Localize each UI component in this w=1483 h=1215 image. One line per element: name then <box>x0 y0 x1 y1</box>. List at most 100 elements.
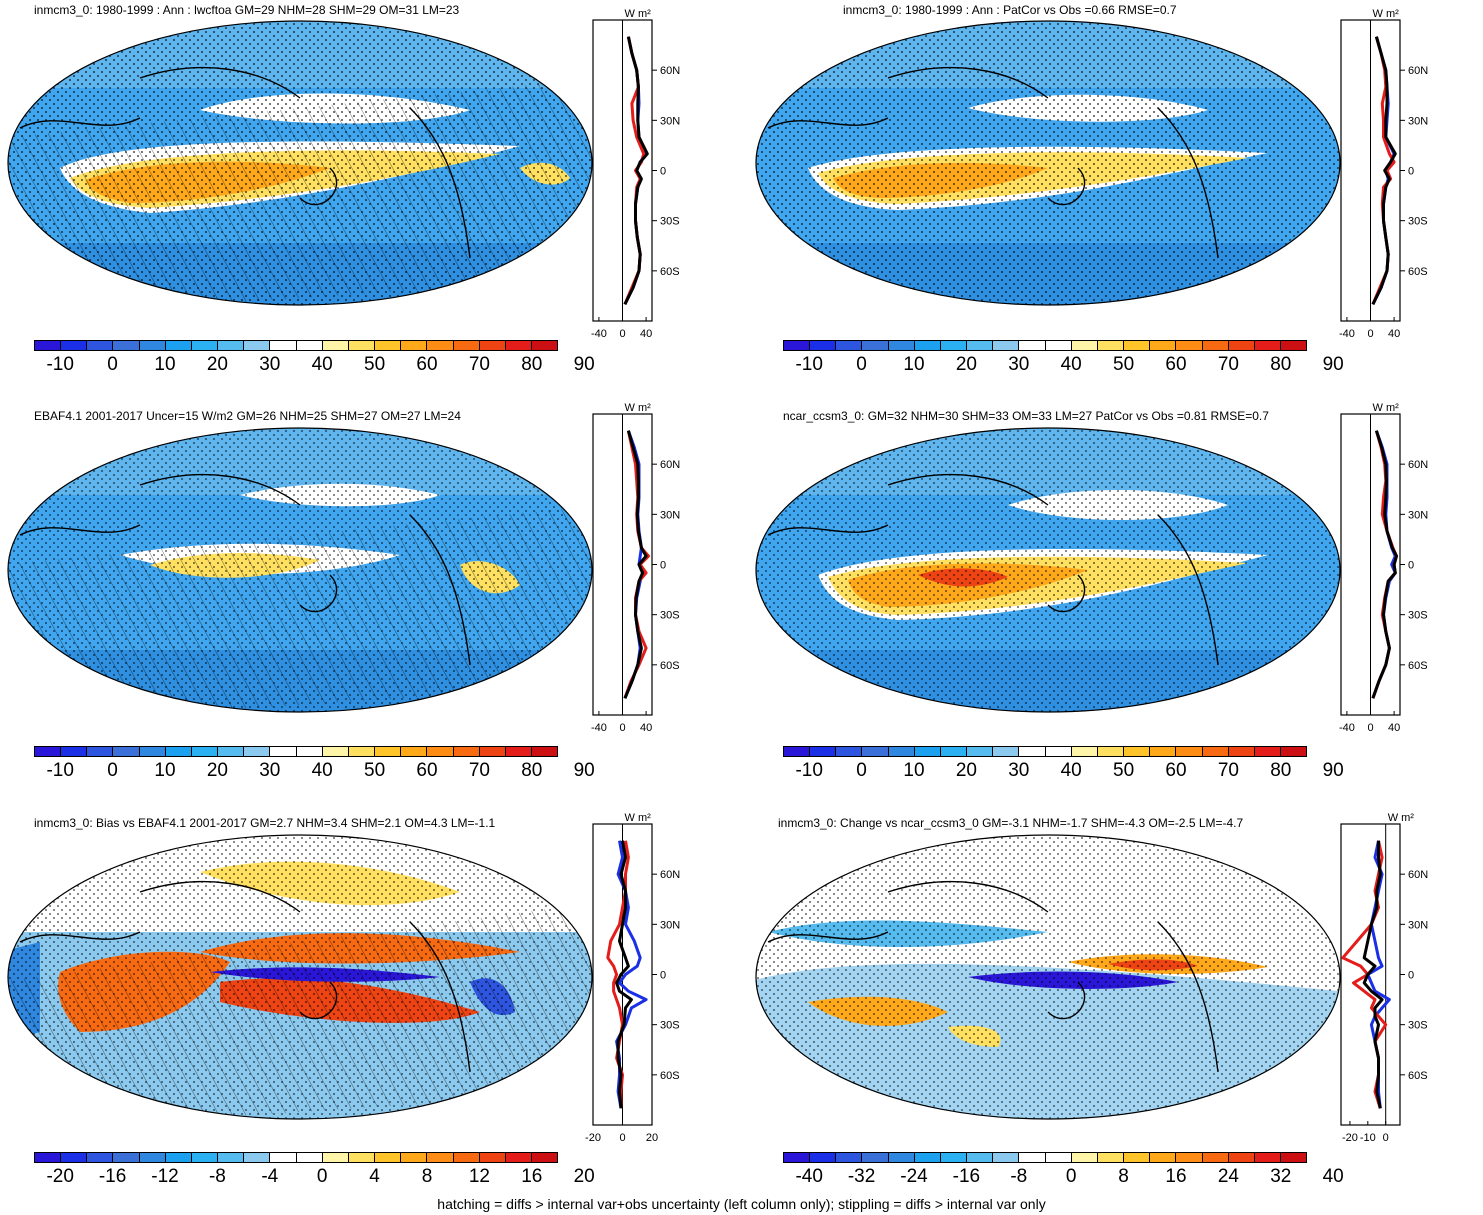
colorbar-tick-label: 20 <box>955 760 977 781</box>
colorbar-tick-label: -8 <box>208 1166 226 1187</box>
colorbar-swatch <box>505 341 532 350</box>
colorbar-swatch <box>453 1153 480 1162</box>
colorbar-swatch <box>836 1153 863 1162</box>
colorbar-swatch <box>191 1153 219 1162</box>
colorbar-swatch <box>940 747 968 756</box>
lat-tick-label: 30N <box>1408 509 1428 521</box>
lat-tick-label: 60N <box>1408 65 1428 77</box>
colorbar-swatch <box>836 747 863 756</box>
unit-label: W m² <box>625 812 652 824</box>
lat-tick-label: 30S <box>660 216 680 228</box>
colorbar-swatch <box>1228 1153 1255 1162</box>
panel-4-map <box>755 427 1341 713</box>
x-tick-label: -10 <box>1360 1132 1376 1144</box>
colorbar-tick-label: 50 <box>364 354 386 375</box>
colorbar-tick-label: 20 <box>206 760 228 781</box>
colorbar-tick-label: 0 <box>107 354 118 375</box>
colorbar-tick-label: 8 <box>421 1166 433 1187</box>
colorbar-tick-label: 4 <box>369 1166 380 1187</box>
lat-tick-label: 60S <box>660 1070 680 1082</box>
colorbar-6 <box>783 1152 1307 1163</box>
colorbar-swatch <box>322 1153 349 1162</box>
lat-tick-label: 60S <box>1408 1070 1428 1082</box>
colorbar-swatch <box>967 1153 994 1162</box>
colorbar-tick-label: 80 <box>521 354 543 375</box>
x-tick-label: 0 <box>619 328 625 340</box>
colorbar-tick-label: 40 <box>1060 760 1082 781</box>
colorbar-swatch <box>296 747 323 756</box>
x-tick-label: 0 <box>1367 328 1373 340</box>
colorbar-swatch <box>427 747 454 756</box>
colorbar-tick-label: -10 <box>795 354 823 375</box>
colorbar-swatch <box>1150 1153 1177 1162</box>
colorbar-tick-label: 60 <box>1165 760 1187 781</box>
x-tick-label: 0 <box>1383 1132 1389 1144</box>
colorbar-tick-label: 90 <box>573 760 595 781</box>
colorbar-swatch <box>35 341 62 350</box>
colorbar-tick-label: 16 <box>1165 1166 1187 1187</box>
colorbar-4 <box>783 746 1307 757</box>
zonal-series-line <box>1362 840 1384 1109</box>
colorbar-tick-label: 90 <box>1322 354 1344 375</box>
colorbar-swatch <box>1254 341 1281 350</box>
colorbar-swatch <box>1176 1153 1203 1162</box>
x-tick-label: 40 <box>640 328 652 340</box>
lat-tick-label: 0 <box>660 970 666 982</box>
x-tick-label: -40 <box>591 722 607 734</box>
colorbar-swatch <box>531 747 558 756</box>
zonal-series-line <box>615 840 633 1109</box>
panel-6-map <box>755 834 1341 1120</box>
colorbar-tick-label: 80 <box>1270 354 1292 375</box>
colorbar-swatch <box>1124 747 1151 756</box>
colorbar-tick-label: -16 <box>98 1166 127 1187</box>
colorbar-tick-label: 0 <box>1065 1166 1077 1187</box>
lat-tick-label: 30S <box>1408 610 1428 622</box>
colorbar-tick-label: -10 <box>46 354 74 375</box>
colorbar-swatch <box>1019 341 1046 350</box>
colorbar-swatch <box>1124 341 1151 350</box>
lat-tick-label: 30S <box>660 1020 680 1032</box>
lat-tick-label: 30N <box>1408 919 1428 931</box>
zonal-series-line <box>623 430 648 699</box>
colorbar-swatch <box>191 747 219 756</box>
panel-3-title: EBAF4.1 2001-2017 Uncer=15 W/m2 GM=26 NH… <box>34 409 461 423</box>
x-tick-label: -40 <box>591 328 607 340</box>
colorbar-swatch <box>139 747 166 756</box>
colorbar-swatch <box>87 747 114 756</box>
colorbar-tick-label: 12 <box>468 1166 490 1187</box>
lat-tick-label: 60S <box>660 266 680 278</box>
colorbar-tick-label: 40 <box>311 760 333 781</box>
colorbar-tick-label: 30 <box>1008 760 1030 781</box>
colorbar-swatch <box>453 341 480 350</box>
colorbar-swatch <box>914 1153 941 1162</box>
colorbar-swatch <box>888 341 915 350</box>
x-tick-label: 0 <box>1367 722 1373 734</box>
colorbar-swatch <box>401 1153 428 1162</box>
lat-tick-label: 60N <box>660 65 680 77</box>
colorbar-swatch <box>1228 747 1255 756</box>
zonal-plot-2: W m² 60N 30N 0 30S 60S -40 0 40 <box>1339 8 1428 340</box>
colorbar-2 <box>783 340 1307 351</box>
colorbar-swatch <box>479 747 506 756</box>
colorbar-tick-label: 8 <box>1118 1166 1129 1187</box>
colorbar-tick-label: 50 <box>1113 354 1135 375</box>
x-tick-label: 40 <box>1388 722 1400 734</box>
colorbar-swatch <box>270 1153 297 1162</box>
colorbar-tick-label: 20 <box>206 354 228 375</box>
colorbar-swatch <box>348 1153 376 1162</box>
colorbar-tick-label: 40 <box>1322 1166 1344 1187</box>
colorbar-swatch <box>784 341 811 350</box>
colorbar-swatch <box>531 1153 558 1162</box>
lat-tick-label: 30N <box>660 115 680 127</box>
colorbar-swatch <box>1202 341 1229 350</box>
lat-tick-label: 60N <box>660 869 680 881</box>
colorbar-swatch <box>1019 747 1046 756</box>
colorbar-swatch <box>35 747 62 756</box>
colorbar-tick-label: 60 <box>1165 354 1187 375</box>
colorbar-swatch <box>1150 747 1177 756</box>
colorbar-swatch <box>244 747 271 756</box>
colorbar-4-labels: -10 0 10 20 30 40 50 60 70 80 90 <box>783 760 1343 782</box>
panel-5-map <box>7 834 593 1120</box>
colorbar-swatch <box>191 341 219 350</box>
colorbar-swatch <box>862 747 889 756</box>
